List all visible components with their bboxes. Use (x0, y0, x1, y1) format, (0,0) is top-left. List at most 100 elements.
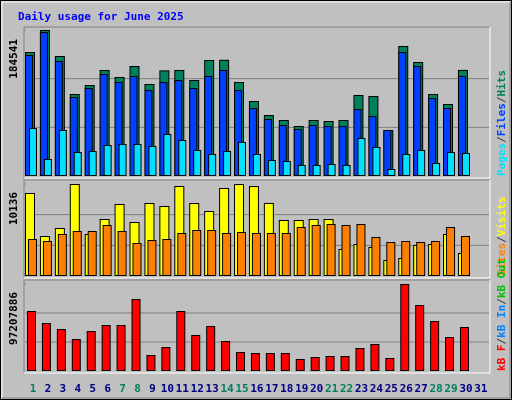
bar (57, 233, 67, 276)
legend: kB F/kB In/kB Out (495, 258, 508, 371)
bar (401, 240, 411, 276)
legend-entry: Visits (495, 197, 508, 237)
bar (177, 232, 187, 277)
x-tick-label: 20 (310, 382, 323, 395)
bar (386, 241, 396, 276)
bar (223, 150, 232, 176)
bar (446, 226, 456, 277)
x-tick-label: 19 (295, 382, 308, 395)
bar (236, 352, 246, 371)
bar (387, 168, 396, 177)
bar (250, 352, 260, 371)
bar (116, 324, 126, 371)
bar (39, 31, 48, 176)
bar (326, 223, 336, 276)
x-tick-label: 23 (355, 382, 368, 395)
bar (146, 355, 156, 371)
legend-entry: Files (495, 103, 508, 136)
legend-separator: / (495, 338, 508, 345)
x-tick-label: 4 (74, 382, 81, 395)
x-tick-label: 31 (474, 382, 488, 395)
bar (265, 353, 275, 372)
bar (161, 346, 171, 371)
y-tick-label: 97207886 (7, 292, 20, 345)
x-tick-label: 26 (400, 382, 414, 395)
bar (132, 242, 142, 276)
panel-bevel (24, 280, 491, 374)
bar (461, 152, 470, 176)
x-tick-label: 7 (119, 382, 126, 395)
bar (208, 153, 217, 177)
bar (72, 230, 82, 277)
bar (86, 331, 96, 371)
bar (282, 160, 291, 176)
x-tick-label: 3 (60, 382, 67, 395)
x-tick-label: 29 (444, 382, 457, 395)
bar (252, 153, 261, 177)
bar (325, 355, 335, 371)
x-tick-label: 10 (161, 382, 174, 395)
bar (206, 325, 216, 371)
x-tick-label: 6 (104, 382, 111, 395)
panel-bevel (23, 179, 490, 278)
x-tick-label: 15 (235, 382, 248, 395)
bar (221, 340, 231, 372)
bar (56, 328, 66, 371)
bar (327, 163, 336, 176)
bar (133, 143, 142, 176)
bar (266, 233, 276, 276)
bar (311, 224, 321, 277)
bar (356, 223, 366, 276)
y-tick-label: 184541 (7, 39, 20, 79)
bar (355, 347, 365, 371)
x-tick-label: 14 (220, 382, 234, 395)
panel-bevel (24, 180, 491, 279)
bar (342, 165, 351, 177)
bar (193, 149, 202, 176)
bar (148, 145, 157, 176)
bar (400, 284, 410, 371)
x-tick-label: 28 (429, 382, 442, 395)
legend-entry: kB Out (495, 258, 508, 298)
bar (58, 129, 67, 176)
legend-entry: Hits (495, 70, 508, 97)
bar (310, 356, 320, 372)
x-tick-label: 16 (250, 382, 264, 395)
x-tick-label: 8 (134, 382, 141, 395)
panel-bevel (24, 27, 491, 179)
bar (312, 164, 321, 176)
bar (163, 133, 172, 176)
legend: Pages/Files/Hits (495, 70, 508, 176)
x-tick-label: 30 (459, 382, 472, 395)
legend-entry: Sites (495, 243, 508, 276)
bar (415, 304, 425, 371)
legend-separator: / (495, 136, 508, 143)
legend-entry: kB F (495, 345, 508, 372)
legend-separator: / (495, 236, 508, 243)
bar (357, 137, 366, 177)
bar (459, 326, 469, 372)
bar (42, 240, 52, 276)
bar (162, 238, 172, 277)
bar (222, 232, 232, 276)
bar (191, 334, 201, 372)
y-tick-label: 10136 (7, 192, 20, 225)
bar (88, 150, 97, 176)
x-tick-label: 5 (89, 382, 96, 395)
bar (87, 230, 97, 277)
bar (237, 231, 247, 276)
bar (251, 232, 261, 277)
bar (238, 141, 247, 177)
bar (118, 143, 127, 177)
panel-bevel (23, 26, 490, 178)
bar (385, 358, 395, 371)
bar (267, 159, 276, 177)
bar (383, 129, 392, 176)
bar (101, 325, 111, 371)
panel-bevel (23, 279, 490, 373)
bar (147, 239, 157, 276)
bar (295, 359, 305, 372)
